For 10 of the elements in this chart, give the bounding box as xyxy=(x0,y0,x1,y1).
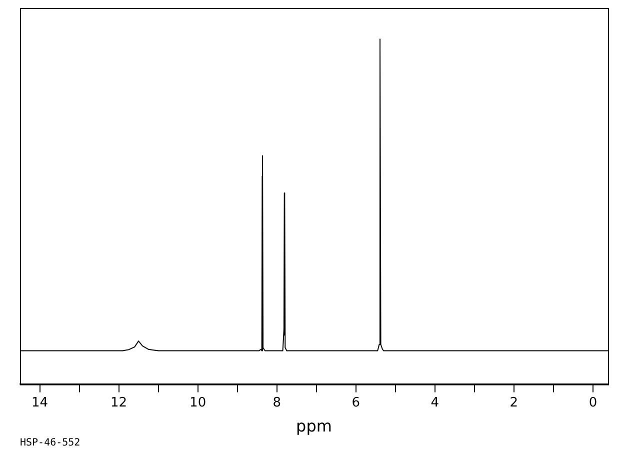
x-tick-label: 4 xyxy=(430,395,440,410)
x-tick-label: 2 xyxy=(510,395,518,410)
x-tick-label: 6 xyxy=(352,395,360,410)
text: HSP-46-552 xyxy=(20,438,80,449)
x-tick-label: 0 xyxy=(588,395,598,410)
x-tick-label: 12 xyxy=(110,395,128,410)
x-axis-title: ppm xyxy=(296,416,332,436)
x-tick-label: 14 xyxy=(31,395,48,410)
x-tick-label: 10 xyxy=(190,395,206,410)
x-tick-label: 8 xyxy=(272,395,281,410)
